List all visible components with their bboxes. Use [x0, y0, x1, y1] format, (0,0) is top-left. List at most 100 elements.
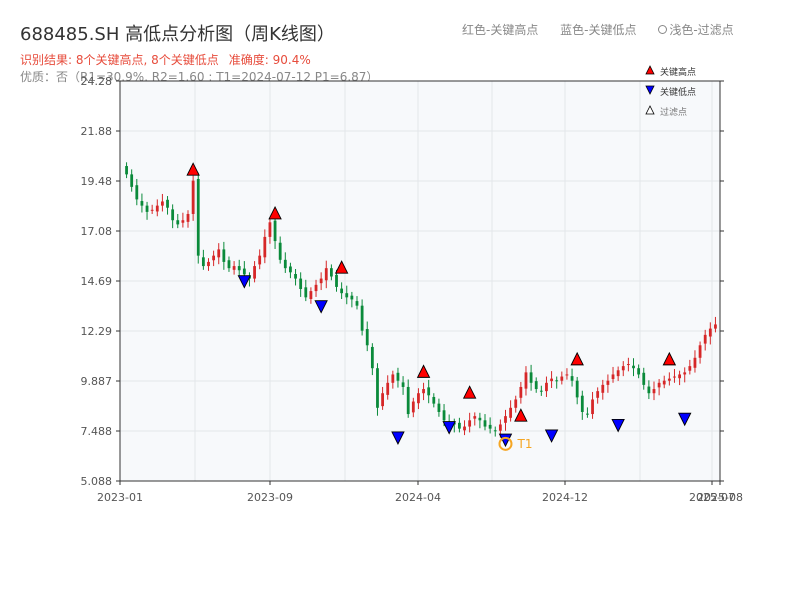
key-low-marker	[391, 431, 405, 445]
candle-body	[155, 205, 159, 212]
candle-body	[135, 185, 139, 200]
key-high-marker	[462, 385, 477, 399]
candle-body	[575, 380, 579, 398]
candle-body	[396, 372, 400, 381]
candle-body	[714, 324, 717, 329]
candle-body	[391, 374, 395, 383]
candle-body	[570, 376, 574, 381]
page-title: 688485.SH 高低点分析图（周K线图）	[20, 24, 335, 45]
candle-body	[309, 291, 313, 300]
candle-body	[703, 334, 707, 344]
candle-body	[166, 199, 169, 208]
candle-body	[673, 376, 676, 378]
y-tick-label: 17.08	[81, 225, 113, 238]
inner-legend: 关键高点 关键低点 过滤点	[645, 65, 696, 118]
candle-body	[422, 389, 425, 394]
x-tick-label: 2023-09	[247, 491, 293, 504]
candle-body	[289, 266, 292, 273]
x-tick-label: 2025-07	[689, 491, 735, 504]
key-high-marker	[416, 364, 431, 378]
candle-body	[386, 382, 390, 395]
candle-body	[186, 213, 190, 222]
y-tick-label: 21.88	[81, 125, 113, 138]
legend-filtered-point-label: 过滤点	[660, 106, 687, 118]
candle-body	[504, 416, 507, 423]
candle-body	[227, 260, 231, 269]
candle-body	[258, 255, 262, 265]
candle-body	[340, 288, 344, 294]
candle-body	[642, 372, 646, 385]
candle-body	[299, 278, 303, 290]
key-low-marker	[611, 419, 625, 433]
legend-key-high: 红色-关键高点	[462, 23, 539, 37]
candle-body	[565, 374, 569, 376]
candle-body	[708, 328, 712, 337]
candle-body	[253, 266, 256, 279]
result-text: 识别结果: 8个关键高点, 8个关键低点	[20, 53, 219, 67]
candle-body	[514, 399, 518, 408]
candle-body	[406, 386, 410, 415]
candle-body	[616, 370, 620, 377]
triangle-down-icon	[645, 85, 655, 95]
candle-body	[335, 274, 338, 287]
y-tick-label: 7.488	[81, 425, 113, 438]
candle-body	[632, 365, 635, 369]
legend-filtered: 浅色-过滤点	[658, 23, 734, 37]
candle-body	[586, 413, 589, 415]
candle-body	[294, 273, 297, 279]
candle-body	[365, 329, 369, 346]
candle-body	[432, 396, 436, 404]
candle-body	[621, 366, 625, 371]
candle-body	[483, 420, 487, 427]
candle-body	[693, 357, 697, 368]
candle-body	[560, 376, 564, 381]
candle-body	[591, 399, 594, 415]
candle-body	[498, 424, 502, 431]
candle-body	[463, 426, 466, 431]
candle-body	[207, 261, 210, 267]
candle-body	[442, 410, 446, 421]
t1-label: T1	[516, 437, 532, 451]
triangle-up-icon	[645, 65, 655, 75]
candle-body	[360, 305, 364, 331]
x-tick-label: 2024-04	[395, 491, 441, 504]
t1-circle	[498, 436, 513, 451]
candle-body	[161, 201, 164, 206]
key-low-marker	[442, 421, 456, 435]
candle-body	[667, 378, 671, 381]
candle-body	[524, 372, 528, 389]
result-line: 识别结果: 8个关键高点, 8个关键低点 准确度: 90.4%	[20, 51, 311, 68]
legend-filtered-label: 浅色-过滤点	[669, 23, 734, 37]
x-tick-label: 2023-01	[97, 491, 143, 504]
candle-body	[555, 380, 559, 382]
key-high-marker	[514, 408, 528, 422]
candle-body	[417, 393, 420, 404]
y-tick-label: 19.48	[81, 175, 113, 188]
candle-body	[652, 389, 656, 394]
candle-body	[698, 345, 702, 358]
candle-body	[370, 346, 374, 369]
accuracy-text: 准确度: 90.4%	[228, 53, 311, 67]
candle-body	[212, 255, 216, 261]
candle-body	[150, 209, 154, 211]
candle-body	[493, 430, 497, 432]
candle-body	[519, 386, 523, 398]
circle-icon	[658, 25, 668, 34]
candle-body	[140, 201, 144, 206]
candle-body	[688, 366, 692, 371]
candle-body	[478, 417, 482, 421]
key-high-marker	[334, 260, 349, 274]
legend-high-label: 关键高点	[660, 66, 696, 78]
key-high-marker	[570, 351, 584, 366]
candle-body	[176, 220, 180, 225]
candle-body	[268, 222, 272, 237]
candle-body	[606, 380, 610, 385]
candle-body	[458, 422, 461, 429]
candle-body	[283, 259, 287, 269]
y-tick-label: 24.28	[81, 75, 113, 88]
key-high-marker	[268, 205, 282, 220]
candle-body	[683, 372, 687, 375]
candle-body	[217, 249, 221, 258]
triangle-outline-icon	[645, 105, 655, 115]
candle-body	[411, 401, 415, 413]
